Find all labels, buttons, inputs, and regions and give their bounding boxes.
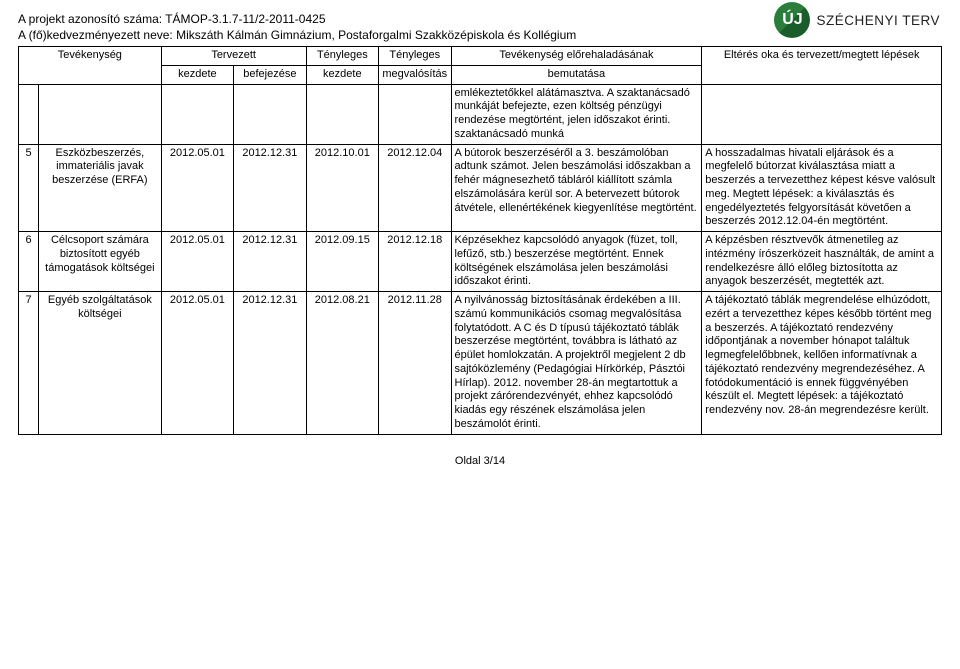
row-actual-impl: 2012.12.04 — [379, 144, 451, 232]
col-actual-impl-top: Tényleges — [379, 47, 451, 66]
row-actual-start: 2012.08.21 — [306, 292, 378, 435]
col-planned: Tervezett — [161, 47, 306, 66]
row-actual-start: 2012.10.01 — [306, 144, 378, 232]
progress-table: Tevékenység Tervezett Tényleges Ténylege… — [18, 46, 942, 435]
table-row: 5 Eszközbeszerzés, immateriális javak be… — [19, 144, 942, 232]
row-planned-end: 2012.12.31 — [234, 144, 306, 232]
col-progress-bottom: bemutatása — [451, 65, 702, 84]
table-row-carry: emlékeztetőkkel alátámasztva. A szaktaná… — [19, 84, 942, 144]
row-actual-start: 2012.09.15 — [306, 232, 378, 292]
row-deviation: A tájékoztató táblák megrendelése elhúzó… — [702, 292, 942, 435]
szechenyi-logo-icon: ÚJ — [774, 2, 810, 38]
col-deviation: Eltérés oka és tervezett/megtett lépések — [702, 47, 942, 85]
row-planned-end: 2012.12.31 — [234, 232, 306, 292]
row-progress: A nyilvánosság biztosításának érdekében … — [451, 292, 702, 435]
row-activity: Eszközbeszerzés, immateriális javak besz… — [39, 144, 162, 232]
logo-area: ÚJ SZÉCHENYI TERV — [774, 2, 940, 38]
col-progress-top: Tevékenység előrehaladásának — [451, 47, 702, 66]
col-activity: Tevékenység — [19, 47, 162, 85]
row-activity: Célcsoport számára biztosított egyéb tám… — [39, 232, 162, 292]
row-num: 6 — [19, 232, 39, 292]
row-actual-impl: 2012.12.18 — [379, 232, 451, 292]
table-row: 6 Célcsoport számára biztosított egyéb t… — [19, 232, 942, 292]
col-actual-start-bottom: kezdete — [306, 65, 378, 84]
row-progress: A bútorok beszerzéséről a 3. beszámolóba… — [451, 144, 702, 232]
row-planned-end: 2012.12.31 — [234, 292, 306, 435]
row-num: 5 — [19, 144, 39, 232]
row-num: 7 — [19, 292, 39, 435]
row-actual-impl: 2012.11.28 — [379, 292, 451, 435]
szechenyi-logo-text: SZÉCHENYI TERV — [816, 13, 940, 28]
page-footer: Oldal 3/14 — [0, 455, 960, 467]
row-progress: Képzésekhez kapcsolódó anyagok (füzet, t… — [451, 232, 702, 292]
row-planned-start: 2012.05.01 — [161, 144, 233, 232]
row-activity: Egyéb szolgáltatások költségei — [39, 292, 162, 435]
col-planned-end: befejezése — [234, 65, 306, 84]
carry-progress: emlékeztetőkkel alátámasztva. A szaktaná… — [451, 84, 702, 144]
row-deviation: A hosszadalmas hivatali eljárások és a m… — [702, 144, 942, 232]
col-actual-impl-bottom: megvalósítás — [379, 65, 451, 84]
table-header-row-1: Tevékenység Tervezett Tényleges Ténylege… — [19, 47, 942, 66]
col-planned-start: kezdete — [161, 65, 233, 84]
col-actual-start-top: Tényleges — [306, 47, 378, 66]
row-planned-start: 2012.05.01 — [161, 232, 233, 292]
table-row: 7 Egyéb szolgáltatások költségei 2012.05… — [19, 292, 942, 435]
row-deviation: A képzésben résztvevők átmenetileg az in… — [702, 232, 942, 292]
row-planned-start: 2012.05.01 — [161, 292, 233, 435]
